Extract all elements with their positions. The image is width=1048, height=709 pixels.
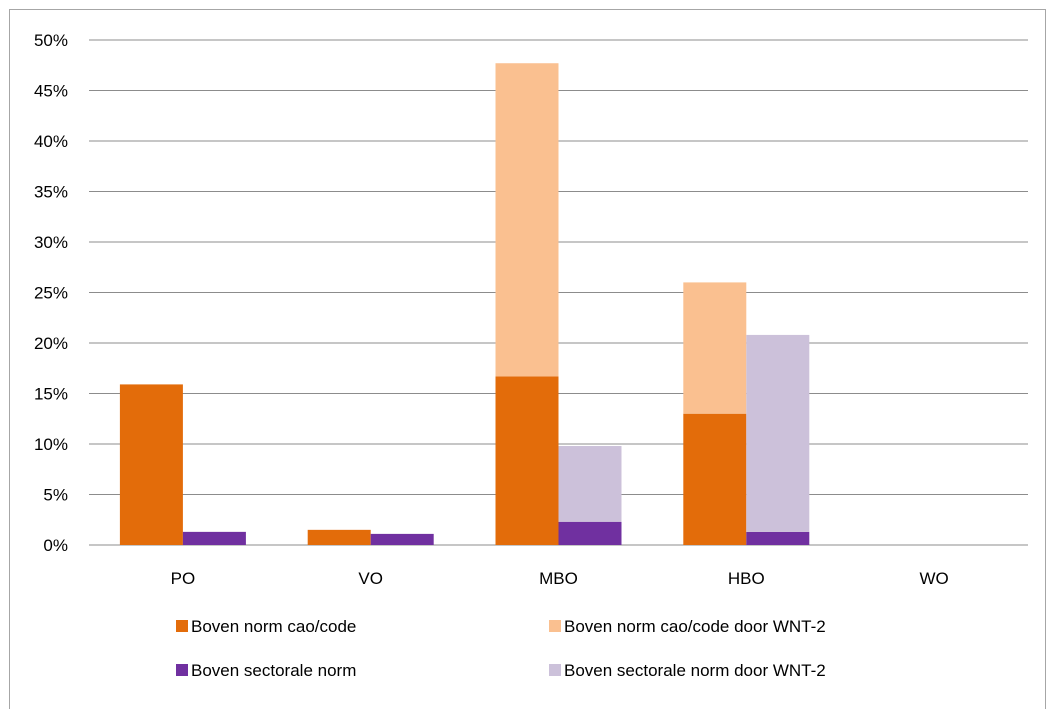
bar-po-boven-norm-cao-code <box>119 384 183 545</box>
y-tick-label: 0% <box>43 536 68 555</box>
bar-hbo-boven-sectorale-norm-door-wnt-2 <box>746 334 810 532</box>
y-axis-ticks: 0% 5% 10% 15% 20% 25% 30% 35% 40% 45% 50% <box>34 31 68 555</box>
legend-label: Boven sectorale norm door WNT-2 <box>564 661 826 680</box>
y-tick-label: 45% <box>34 82 68 101</box>
bar-mbo-boven-sectorale-norm-door-wnt-2 <box>558 446 622 522</box>
y-tick-label: 10% <box>34 435 68 454</box>
legend-label: Boven sectorale norm <box>191 661 356 680</box>
bar-hbo-boven-norm-cao-code <box>683 413 747 545</box>
x-category-label: HBO <box>728 569 765 588</box>
bars <box>119 63 810 545</box>
x-category-label: MBO <box>539 569 578 588</box>
legend-label: Boven norm cao/code door WNT-2 <box>564 617 826 636</box>
bar-mbo-boven-sectorale-norm <box>558 521 622 545</box>
y-tick-label: 35% <box>34 183 68 202</box>
chart-frame <box>9 9 1046 709</box>
legend-swatch <box>176 664 188 676</box>
legend-swatch <box>549 664 561 676</box>
y-tick-label: 25% <box>34 284 68 303</box>
bar-vo-boven-norm-cao-code <box>307 529 371 545</box>
x-category-label: WO <box>919 569 948 588</box>
y-tick-label: 15% <box>34 385 68 404</box>
legend-label: Boven norm cao/code <box>191 617 356 636</box>
legend-swatch <box>549 620 561 632</box>
x-category-label: VO <box>358 569 383 588</box>
bar-vo-boven-sectorale-norm <box>370 533 434 545</box>
y-tick-label: 20% <box>34 334 68 353</box>
y-tick-label: 5% <box>43 486 68 505</box>
legend: Boven norm cao/code Boven norm cao/code d… <box>176 617 826 680</box>
y-tick-label: 50% <box>34 31 68 50</box>
x-category-label: PO <box>171 569 196 588</box>
bar-mbo-boven-norm-cao-code-door-wnt-2 <box>495 63 559 377</box>
legend-swatch <box>176 620 188 632</box>
bar-po-boven-sectorale-norm <box>182 531 246 545</box>
bar-hbo-boven-sectorale-norm <box>746 531 810 545</box>
x-axis-categories: PO VO MBO HBO WO <box>171 569 949 588</box>
y-tick-label: 40% <box>34 132 68 151</box>
bar-hbo-boven-norm-cao-code-door-wnt-2 <box>683 282 747 414</box>
bar-mbo-boven-norm-cao-code <box>495 376 559 545</box>
y-tick-label: 30% <box>34 233 68 252</box>
